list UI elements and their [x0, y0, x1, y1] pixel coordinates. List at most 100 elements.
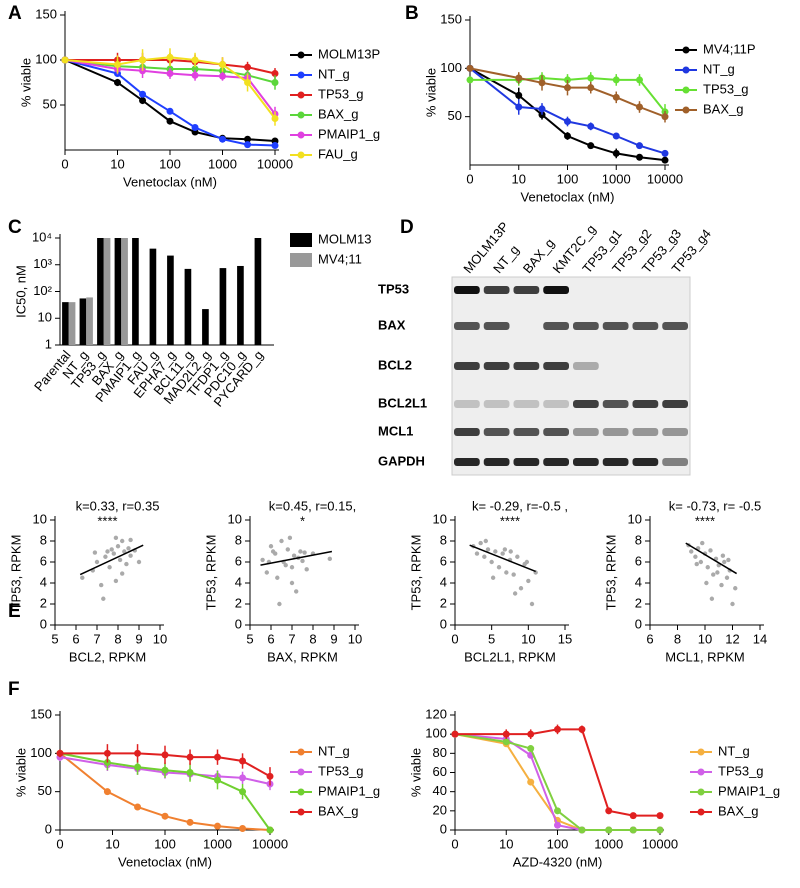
x-tick-label: 10000	[252, 836, 288, 851]
x-tick-label: 10	[521, 631, 535, 646]
x-tick-label: 10000	[257, 156, 293, 171]
data-point	[191, 65, 199, 73]
y-tick-label: 10	[33, 511, 47, 526]
scatter-point	[493, 549, 498, 554]
x-tick-label: 1000	[594, 836, 623, 851]
scatter-point	[482, 554, 487, 559]
legend-label: MV4;11P	[703, 41, 756, 56]
y-tick-label: 8	[635, 532, 642, 547]
x-tick-label: 100	[557, 171, 579, 186]
blot-background	[451, 276, 691, 476]
blot-band	[483, 400, 510, 408]
y-tick-label: 10	[628, 511, 642, 526]
protein-label: TP53	[378, 281, 409, 296]
legend-label: BAX_g	[318, 106, 358, 121]
blot-band	[483, 428, 510, 436]
x-tick-label: 1000	[208, 156, 237, 171]
data-point	[612, 76, 620, 84]
x-axis-label: AZD-4320 (nM)	[513, 854, 603, 869]
scatter-point	[287, 535, 293, 541]
y-tick-label: 0	[40, 616, 47, 631]
data-point	[186, 769, 194, 776]
bar	[132, 238, 139, 345]
scatter-point	[526, 578, 531, 584]
y-tick-label: 150	[30, 706, 52, 721]
scatter-point	[111, 551, 117, 556]
series-line	[469, 67, 666, 118]
y-axis-label: TP53, RPKM	[8, 535, 23, 611]
legend-label: FAU_g	[318, 146, 358, 161]
blot-band	[454, 400, 480, 408]
blot-band	[662, 322, 688, 330]
legend-label: NT_g	[703, 61, 735, 76]
scatter-point	[518, 586, 524, 591]
protein-label: BCL2L1	[378, 395, 427, 410]
y-tick-label: 6	[635, 553, 642, 568]
data-point	[587, 84, 595, 92]
data-point	[191, 124, 199, 131]
x-tick-label: 1000	[602, 171, 631, 186]
data-point	[103, 749, 111, 757]
data-point	[502, 738, 510, 746]
scatter-point	[704, 580, 709, 586]
x-tick-label: 8	[309, 631, 316, 646]
significance: ****	[97, 513, 117, 528]
blot-band	[513, 286, 540, 294]
x-tick-label: 7	[288, 631, 295, 646]
lane-label: BAX_g	[520, 235, 558, 276]
blot-band	[573, 458, 599, 466]
data-point	[61, 56, 69, 64]
blot-band	[662, 428, 688, 436]
x-tick-label: 5	[246, 631, 253, 646]
series-line	[59, 752, 271, 831]
scatter-point	[103, 554, 108, 559]
scatter-point	[298, 549, 303, 554]
x-axis-label: MCL1, RPKM	[665, 649, 744, 664]
bar	[68, 302, 76, 345]
x-tick-label: 0	[61, 156, 68, 171]
blot-band	[632, 458, 659, 466]
data-point	[161, 812, 169, 820]
fit-line	[79, 544, 144, 576]
series-line	[64, 59, 276, 142]
x-tick-label: 0	[56, 836, 63, 851]
data-point	[578, 826, 586, 834]
y-tick-label: 4	[440, 574, 447, 589]
scatter-point	[113, 535, 119, 541]
data-point	[191, 56, 199, 64]
scatter-point	[285, 547, 290, 552]
y-tick-label: 4	[635, 574, 642, 589]
data-point	[244, 63, 252, 71]
data-point	[564, 118, 571, 125]
legend-label: PMAIP1_g	[318, 126, 380, 141]
data-point	[244, 135, 252, 143]
scatter-point	[128, 553, 133, 558]
bar	[103, 238, 111, 345]
data-point	[139, 56, 147, 64]
bar	[254, 238, 262, 345]
y-tick-label: 0	[440, 821, 447, 836]
y-axis-label: % viable	[423, 68, 438, 117]
scatter-point	[115, 544, 121, 549]
y-axis-label: TP53, RPKM	[203, 535, 218, 611]
data-point	[605, 826, 613, 834]
bar	[121, 238, 128, 345]
data-point	[219, 135, 226, 143]
x-tick-label: 10	[698, 631, 712, 646]
y-tick-label: 20	[433, 802, 447, 817]
scatter-point	[302, 550, 307, 555]
annotation: k= -0.73, r= -0.5	[669, 498, 762, 513]
data-point	[134, 763, 142, 771]
blot-band	[602, 322, 629, 330]
legend-label: MOLM13	[318, 231, 371, 246]
data-point	[271, 79, 279, 86]
data-point	[636, 153, 644, 161]
scatter-point	[515, 554, 520, 559]
panel-label: D	[400, 217, 414, 238]
data-point	[451, 730, 459, 738]
scatter-point	[92, 550, 98, 555]
data-point	[661, 113, 669, 121]
data-point	[587, 142, 595, 150]
scatter-point	[524, 559, 530, 565]
scatter-point	[511, 572, 516, 577]
